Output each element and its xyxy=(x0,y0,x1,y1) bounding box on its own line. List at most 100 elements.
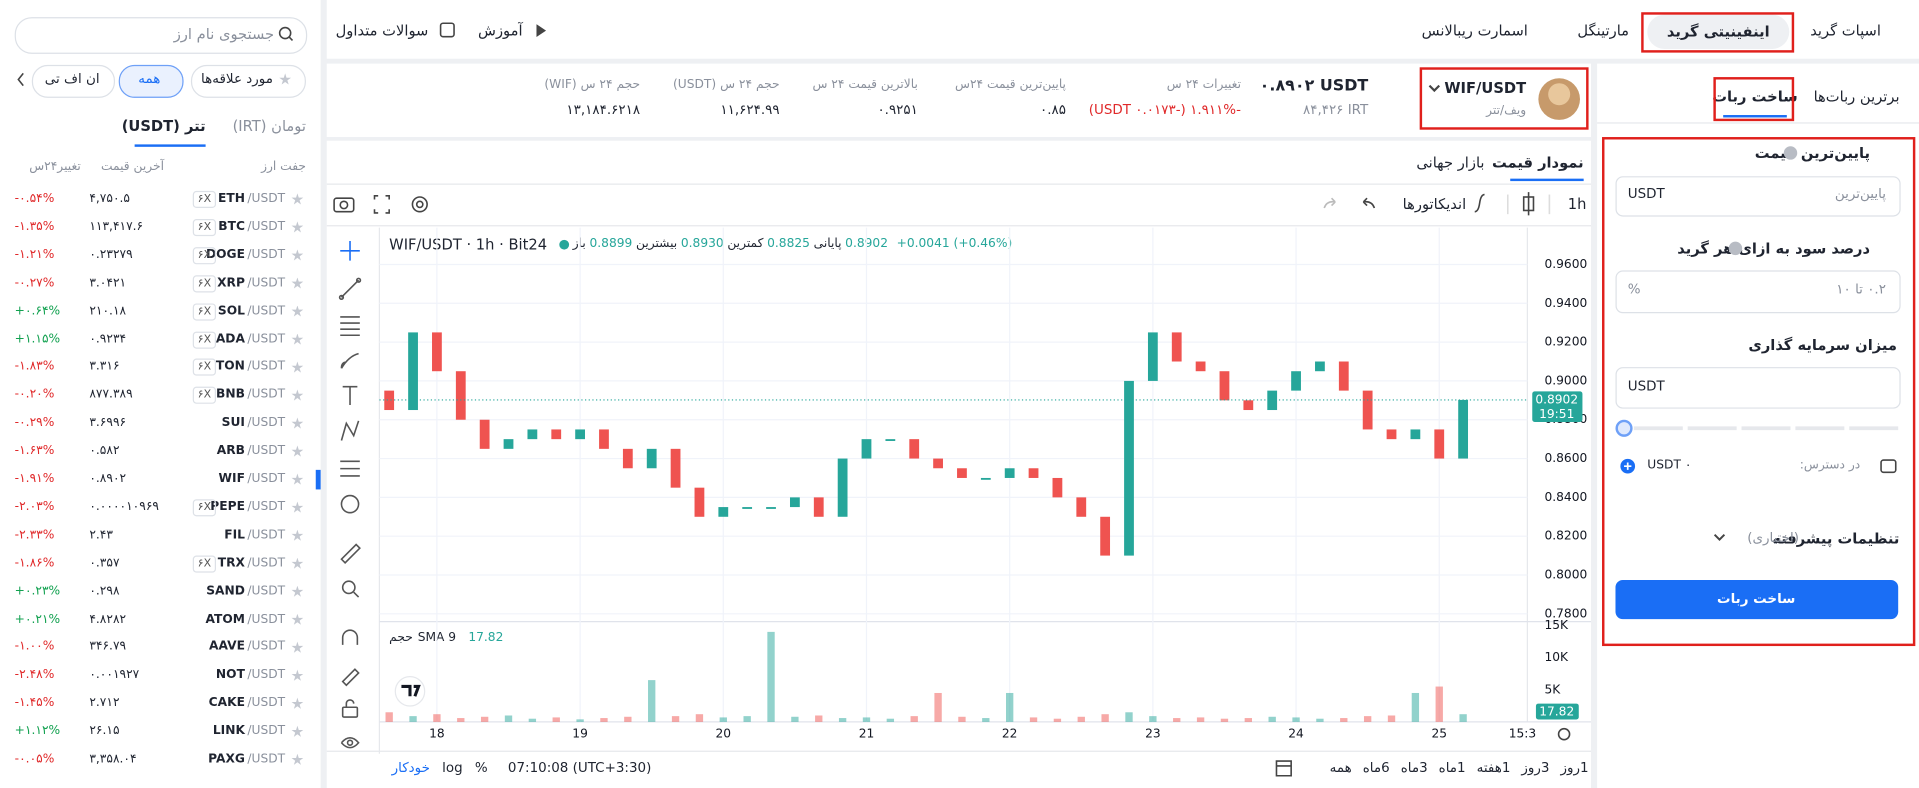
star-icon[interactable] xyxy=(291,389,304,401)
star-icon[interactable] xyxy=(291,417,304,429)
volume-bar xyxy=(791,716,799,722)
market-tab[interactable]: تومان (IRT) xyxy=(232,117,306,135)
range-button[interactable]: همه xyxy=(1329,759,1352,776)
candle xyxy=(1147,332,1158,381)
filter-chip-active[interactable] xyxy=(118,64,184,98)
pair-quote: /USDT xyxy=(247,556,286,570)
tv-logo xyxy=(394,676,426,707)
input[interactable] xyxy=(1615,270,1901,314)
star-icon[interactable] xyxy=(291,613,304,625)
search-icon xyxy=(288,36,294,41)
search-box[interactable] xyxy=(14,17,308,54)
star-icon[interactable] xyxy=(291,753,304,765)
volume-bar xyxy=(552,717,560,722)
scale-option[interactable]: خودکار xyxy=(391,759,430,776)
calendar-icon[interactable] xyxy=(1275,760,1292,777)
volume-bar xyxy=(457,718,465,722)
bot-tab-active[interactable]: ساخت ربات xyxy=(1712,88,1798,106)
pair-symbol[interactable]: WIF/USDT xyxy=(1444,79,1527,97)
volume-bar xyxy=(1411,692,1420,722)
pair-quote: /USDT xyxy=(247,416,286,430)
input[interactable] xyxy=(1615,367,1901,409)
drawing-tools[interactable] xyxy=(338,241,362,749)
last-price: ۰.۲۹۸ xyxy=(89,584,120,598)
star-icon[interactable] xyxy=(291,305,304,317)
star-icon[interactable] xyxy=(291,473,304,485)
range-button[interactable]: 6ماه xyxy=(1362,759,1390,776)
stat-label: بالاترین قیمت ۲۴ س xyxy=(812,78,918,92)
undo-icon[interactable] xyxy=(1362,197,1376,209)
candle xyxy=(575,429,586,440)
filter-chip[interactable] xyxy=(31,64,116,98)
fullscreen-icon[interactable] xyxy=(373,194,390,214)
pair-quote: /USDT xyxy=(247,668,286,682)
star-icon[interactable] xyxy=(291,193,304,205)
indicators[interactable]: اندیکاتورها xyxy=(1402,195,1467,213)
redo-icon[interactable] xyxy=(1323,197,1336,209)
star-icon[interactable] xyxy=(291,333,304,345)
star-icon[interactable] xyxy=(291,277,304,289)
chart-tab[interactable]: بازار جهانی xyxy=(1416,154,1485,172)
settings-icon[interactable] xyxy=(411,196,428,213)
submit-button[interactable] xyxy=(1615,579,1899,620)
range-button[interactable]: 3ماه xyxy=(1400,759,1428,776)
star-icon[interactable] xyxy=(291,669,304,681)
candle xyxy=(718,507,729,517)
candle xyxy=(1076,497,1087,517)
star-icon[interactable] xyxy=(291,249,304,261)
scale-option[interactable]: log xyxy=(442,759,463,776)
leverage-badge: ۶X xyxy=(192,218,217,237)
tab-pill xyxy=(1647,14,1790,49)
last-price: ۰.۳۵۷ xyxy=(89,556,120,570)
star-icon[interactable] xyxy=(291,585,304,597)
star-icon[interactable] xyxy=(291,529,304,541)
chart-tab-active[interactable]: نمودار قیمت xyxy=(1491,154,1584,172)
pair: AAVE/USDT xyxy=(209,639,285,656)
range-button[interactable]: 3روز xyxy=(1521,759,1550,776)
slider[interactable] xyxy=(1615,419,1899,437)
pair: CAKE/USDT xyxy=(209,695,286,712)
volume-bar xyxy=(504,715,513,722)
market-tab-active[interactable]: تتر (USDT) xyxy=(121,117,206,135)
stat-value: ۰.۸۵ xyxy=(1039,101,1066,118)
star-icon[interactable] xyxy=(291,697,304,709)
link[interactable]: سوالات متداول xyxy=(335,22,429,40)
chevron[interactable] xyxy=(1428,84,1441,93)
camera-icon[interactable] xyxy=(333,197,355,213)
advanced-settings[interactable]: تنظیمات پیشرفته xyxy=(1772,529,1900,547)
pair: XRP/USDT xyxy=(217,275,285,292)
settings-icon[interactable] xyxy=(1557,727,1571,741)
fx-icon[interactable] xyxy=(1474,193,1485,213)
candle xyxy=(1052,477,1063,498)
pair-base: ETH xyxy=(217,192,245,206)
tab[interactable]: اسپات گرید xyxy=(1810,22,1881,40)
range-button[interactable]: 1روز xyxy=(1560,759,1589,776)
tab-active[interactable]: اینفینیتی گرید xyxy=(1666,23,1770,41)
tab[interactable]: اسمارت ریبالانس xyxy=(1421,22,1528,40)
pair-base: SUI xyxy=(221,416,245,430)
chevron[interactable] xyxy=(1713,534,1726,541)
input[interactable] xyxy=(1615,176,1901,217)
tab[interactable]: مارتینگل xyxy=(1577,22,1630,40)
volume-bar xyxy=(910,716,918,722)
star-icon[interactable] xyxy=(291,641,304,653)
star-icon[interactable] xyxy=(291,361,304,373)
star-icon[interactable] xyxy=(291,445,304,457)
volume-bar xyxy=(1340,718,1348,722)
pair-base: PAXG xyxy=(208,752,245,766)
field-label: پایین‌ترین قیمت xyxy=(1754,144,1871,162)
range-button[interactable]: 1ماه xyxy=(1438,759,1466,776)
pair: NOT/USDT xyxy=(216,667,285,684)
star-icon[interactable] xyxy=(291,557,304,569)
link[interactable]: آموزش xyxy=(478,22,523,40)
star-icon[interactable] xyxy=(291,221,304,233)
range-button[interactable]: 1هفته xyxy=(1476,759,1511,776)
chevron[interactable] xyxy=(17,72,24,87)
last-price: ۳.۰۴۲۱ xyxy=(89,276,127,290)
bot-tab[interactable]: برترین ربات‌ها xyxy=(1813,88,1900,106)
star-icon[interactable] xyxy=(291,501,304,513)
scale-option[interactable]: % xyxy=(474,759,488,776)
volume-bar xyxy=(695,714,704,722)
interval[interactable]: 1h xyxy=(1567,195,1587,213)
star-icon[interactable] xyxy=(291,725,304,737)
